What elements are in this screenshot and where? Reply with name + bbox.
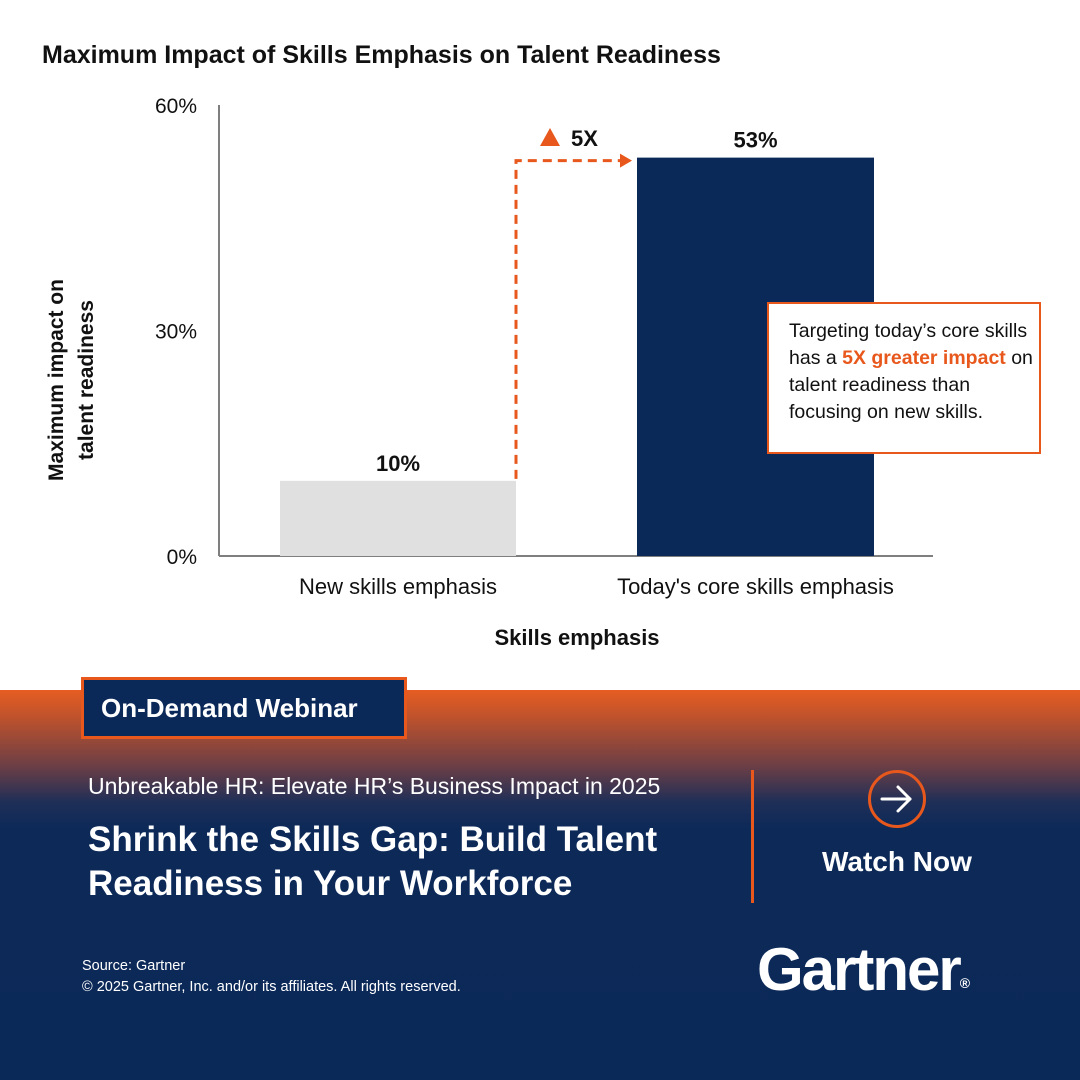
- gartner-logo: Gartner®: [757, 935, 970, 1004]
- callout-text-before: Targeting today’s core skills has a: [789, 320, 1028, 369]
- bar-chart: Maximum Impact of Skills Emphasis on Tal…: [42, 41, 933, 650]
- arrow-right-icon[interactable]: [868, 770, 926, 828]
- y-tick-label: 30%: [155, 321, 197, 344]
- webinar-series-title: Unbreakable HR: Elevate HR’s Business Im…: [88, 773, 661, 799]
- triangle-up-icon: [540, 128, 560, 146]
- callout-text-after: on talent readiness than focusing on new…: [789, 347, 1033, 423]
- registered-mark: ®: [959, 975, 971, 991]
- bar-data-label: 53%: [733, 128, 777, 153]
- watch-now-label[interactable]: Watch Now: [822, 846, 972, 877]
- copyright-line: © 2025 Gartner, Inc. and/or its affiliat…: [82, 979, 461, 995]
- x-tick-labels: New skills emphasis Today's core skills e…: [299, 574, 894, 599]
- callout-box: Targeting today’s core skills has a 5X g…: [767, 302, 1041, 454]
- logo-text: Gartner: [757, 936, 962, 1003]
- growth-multiplier-label: 5X: [571, 126, 598, 151]
- webinar-badge: On-Demand Webinar: [81, 677, 407, 739]
- x-tick-label: Today's core skills emphasis: [617, 574, 894, 599]
- source-line: Source: Gartner: [82, 958, 186, 974]
- callout-highlight: 5X greater impact: [842, 347, 1006, 369]
- growth-arrowhead: [620, 153, 632, 168]
- watch-now-button[interactable]: Watch Now: [812, 768, 1002, 888]
- bar-1: [280, 480, 516, 556]
- y-tick-label: 0%: [167, 546, 197, 569]
- chart-area: Maximum Impact of Skills Emphasis on Tal…: [42, 41, 1041, 650]
- bar-data-labels: 10% 53%: [376, 128, 778, 476]
- y-tick-labels: 0% 30% 60%: [155, 95, 197, 569]
- source-note: Source: Gartner © 2025 Gartner, Inc. and…: [82, 956, 461, 998]
- growth-dashed-connector: [514, 159, 622, 479]
- x-tick-label: New skills emphasis: [299, 574, 497, 599]
- y-axis-title-line-1: Maximum impact on: [45, 279, 68, 481]
- vertical-divider: [751, 770, 754, 903]
- webinar-headline: Shrink the Skills Gap: Build Talent Read…: [88, 820, 658, 903]
- x-axis-title: Skills emphasis: [494, 625, 659, 650]
- bar-data-label: 10%: [376, 451, 420, 476]
- y-axis-title: Maximum impact on talent readiness: [45, 279, 98, 481]
- growth-annotation: 5X: [514, 126, 632, 479]
- y-axis-title-line-2: talent readiness: [75, 300, 98, 460]
- webinar-banner: On-Demand Webinar Unbreakable HR: Elevat…: [0, 677, 1080, 1080]
- y-tick-label: 60%: [155, 95, 197, 118]
- chart-title: Maximum Impact of Skills Emphasis on Tal…: [42, 41, 721, 69]
